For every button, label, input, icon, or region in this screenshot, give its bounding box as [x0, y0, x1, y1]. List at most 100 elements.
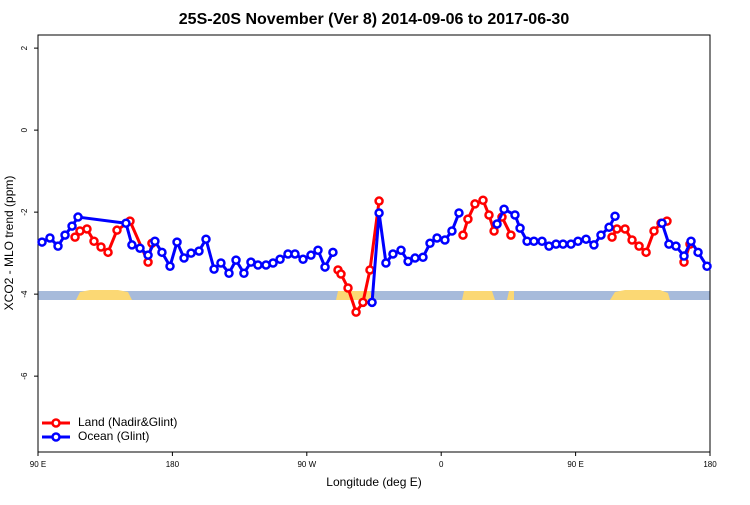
point — [121, 218, 131, 228]
point — [607, 232, 617, 242]
point — [367, 297, 377, 308]
point — [558, 239, 568, 249]
x-tick-label: 90 W — [297, 460, 316, 469]
point — [112, 225, 122, 235]
point — [492, 219, 502, 229]
point — [388, 249, 398, 259]
point — [157, 247, 167, 258]
point — [440, 235, 450, 245]
x-tick-label: 90 E — [30, 460, 46, 469]
point — [403, 256, 413, 267]
point — [336, 269, 346, 279]
legend-marker — [51, 418, 61, 428]
x-tick-label: 0 — [439, 460, 444, 469]
point — [73, 212, 83, 222]
point — [253, 260, 263, 270]
point — [506, 230, 516, 240]
point — [573, 236, 583, 246]
point — [268, 258, 278, 268]
x-tick-label: 90 E — [567, 460, 583, 469]
point — [82, 224, 92, 234]
point — [679, 251, 689, 261]
point — [410, 253, 420, 263]
band-land — [76, 290, 132, 300]
point — [641, 247, 651, 258]
point — [478, 195, 488, 205]
point — [374, 208, 384, 218]
point — [484, 210, 494, 220]
point — [70, 232, 80, 242]
point — [275, 254, 285, 265]
point — [313, 245, 323, 256]
band-land — [462, 291, 495, 300]
point — [432, 233, 442, 243]
point — [693, 247, 703, 258]
point — [604, 222, 614, 233]
point — [381, 258, 391, 268]
chart-title: 25S-20S November (Ver 8) 2014-09-06 to 2… — [179, 11, 570, 28]
point — [239, 268, 249, 278]
x-tick-label: 180 — [166, 460, 180, 469]
point — [127, 240, 137, 250]
y-tick-label: -2 — [20, 208, 29, 216]
point — [634, 241, 644, 251]
point — [89, 236, 99, 246]
point — [702, 261, 712, 272]
point — [165, 261, 175, 272]
point — [657, 218, 667, 228]
point — [290, 249, 300, 259]
point — [447, 226, 457, 236]
point — [150, 236, 160, 246]
point — [45, 233, 55, 243]
point — [351, 307, 361, 317]
point — [298, 254, 308, 265]
y-tick-label: 0 — [20, 127, 29, 132]
point — [172, 237, 182, 247]
legend-label: Land (Nadir&Glint) — [78, 415, 177, 429]
point — [306, 250, 316, 260]
point — [358, 297, 368, 308]
point — [454, 208, 464, 218]
y-axis-title: XCO2 - MLO trend (ppm) — [2, 176, 16, 311]
point — [186, 248, 196, 258]
point — [209, 264, 219, 274]
point — [60, 230, 70, 240]
band-land — [336, 291, 374, 300]
point — [470, 199, 480, 209]
point — [499, 204, 509, 215]
band-land — [507, 291, 514, 300]
point — [515, 223, 525, 233]
x-tick-label: 180 — [703, 460, 717, 469]
point — [179, 253, 189, 263]
point — [143, 250, 153, 260]
band-land — [610, 290, 670, 300]
point — [365, 265, 375, 275]
point — [510, 210, 520, 220]
point — [581, 234, 591, 244]
point — [463, 214, 473, 224]
legend-label: Ocean (Glint) — [78, 429, 149, 443]
point — [671, 241, 681, 251]
point — [610, 211, 620, 221]
legend-marker — [51, 432, 61, 442]
point — [216, 258, 226, 268]
point — [135, 243, 145, 253]
point — [194, 246, 204, 256]
point — [67, 221, 77, 231]
point — [596, 230, 606, 240]
point — [589, 240, 599, 250]
y-tick-label: -4 — [20, 290, 29, 298]
point — [53, 241, 63, 251]
point — [612, 224, 622, 234]
point — [686, 236, 696, 246]
point — [458, 230, 468, 240]
y-tick-label: -6 — [20, 372, 29, 380]
point — [103, 247, 113, 258]
point — [231, 255, 241, 265]
point — [627, 235, 637, 245]
x-axis-title: Longitude (deg E) — [326, 475, 421, 489]
point — [37, 237, 47, 247]
point — [620, 224, 630, 234]
point — [529, 236, 539, 246]
